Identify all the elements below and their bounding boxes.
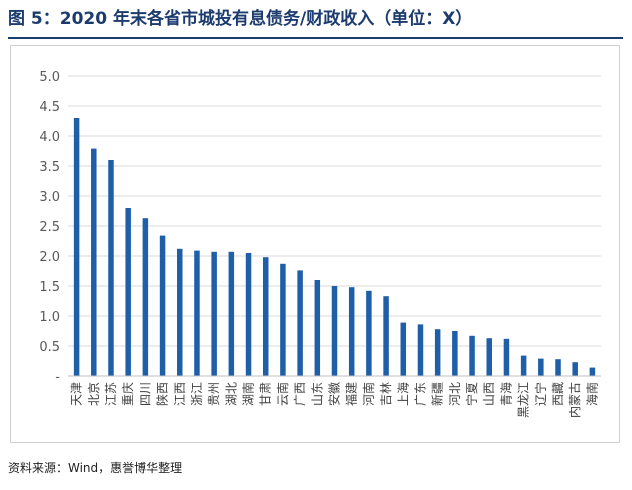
- bar-16: [331, 286, 338, 376]
- y-tick-label: 3.0: [39, 190, 60, 205]
- bar-10: [228, 251, 235, 376]
- y-tick-label: 4.5: [39, 100, 60, 115]
- bar-15: [314, 280, 321, 376]
- bar-11: [245, 253, 252, 376]
- y-tick-label: 2.0: [39, 250, 60, 265]
- title-rule: [8, 37, 623, 39]
- bar-chart: - 0.5 1.0 1.5 2.0 2.5 3.0 3.5 4.0 4.5 5.0 天津 北京 江苏 重庆…: [39, 70, 601, 418]
- x-tick-label: 贵州: [207, 382, 221, 406]
- x-tick-label: 江苏: [104, 382, 118, 406]
- x-tick-label: 北京: [87, 382, 101, 406]
- x-tick-label: 海南: [584, 382, 599, 406]
- x-tick-label: 山西: [482, 382, 496, 406]
- bar-28: [538, 358, 544, 376]
- bar-19: [383, 296, 389, 376]
- x-tick-label: 湖南: [241, 382, 256, 406]
- x-tick-label: 新疆: [430, 382, 445, 406]
- gridlines: [68, 75, 601, 347]
- x-axis-ticks: 天津 北京 江苏 重庆 四川 陕西 江西 浙江 贵州 湖北 湖南 甘肃 云南 广西 山东 安徽 福建 河南 吉林 上海…: [70, 382, 600, 418]
- bar-23: [452, 331, 458, 376]
- bar-12: [262, 257, 269, 376]
- x-tick-label: 河北: [448, 382, 462, 406]
- x-tick-label: 福建: [344, 382, 359, 406]
- bar-4: [125, 208, 131, 376]
- bar-1: [73, 118, 80, 376]
- x-tick-label: 甘肃: [259, 382, 273, 406]
- bar-6: [159, 235, 166, 376]
- bar-2: [91, 148, 97, 376]
- x-tick-label: 吉林: [379, 382, 393, 406]
- bar-14: [297, 270, 303, 376]
- bar-31: [589, 367, 596, 376]
- x-tick-label: 宁夏: [464, 382, 479, 406]
- bar-3: [108, 160, 114, 376]
- x-tick-label: 广东: [413, 382, 427, 406]
- x-tick-label: 辽宁: [533, 382, 548, 406]
- bar-24: [469, 335, 475, 376]
- y-tick-label: 4.0: [39, 130, 60, 145]
- x-tick-label: 重庆: [121, 382, 135, 406]
- x-tick-label: 湖北: [223, 382, 238, 406]
- bar-25: [486, 338, 492, 376]
- bar-18: [366, 290, 372, 376]
- x-tick-label: 云南: [275, 382, 290, 406]
- bar-21: [417, 324, 424, 376]
- x-tick-label: 上海: [395, 382, 410, 406]
- chart-frame: - 0.5 1.0 1.5 2.0 2.5 3.0 3.5 4.0 4.5 5.0 天津 北京 江苏 重庆…: [10, 45, 620, 443]
- x-tick-label: 内蒙古: [567, 382, 582, 418]
- source-note: 资料来源：Wind，惠誉博华整理: [8, 461, 183, 475]
- y-tick-label: 1.5: [39, 280, 60, 295]
- bar-22: [434, 329, 441, 376]
- y-axis-ticks: - 0.5 1.0 1.5 2.0 2.5 3.0 3.5 4.0 4.5 5.0: [39, 70, 60, 385]
- x-tick-label: 山东: [310, 382, 324, 406]
- y-tick-label: 2.5: [39, 220, 60, 235]
- x-tick-label: 西藏: [551, 382, 565, 406]
- bar-29: [555, 359, 561, 376]
- x-tick-label: 黑龙江: [517, 382, 531, 418]
- bars: [73, 118, 596, 376]
- y-tick-label: 3.5: [39, 160, 60, 175]
- bar-8: [194, 250, 200, 376]
- x-tick-label: 天津: [70, 382, 84, 406]
- x-tick-label: 安徽: [327, 382, 342, 406]
- x-tick-label: 广西: [293, 382, 307, 406]
- bar-27: [520, 355, 527, 376]
- bar-20: [400, 322, 407, 376]
- bar-17: [348, 287, 355, 376]
- figure-title: 图 5：2020 年末各省市城投有息债务/财政收入（单位：X）: [8, 9, 473, 29]
- bar-5: [142, 218, 149, 376]
- y-tick-label: -: [55, 370, 60, 385]
- bar-9: [211, 251, 217, 376]
- x-tick-label: 青海: [498, 382, 513, 406]
- x-tick-label: 河南: [361, 382, 376, 406]
- x-tick-label: 四川: [138, 382, 152, 406]
- x-tick-label: 浙江: [190, 382, 204, 406]
- x-tick-label: 江西: [173, 382, 187, 406]
- y-tick-label: 5.0: [39, 70, 60, 85]
- bar-26: [503, 338, 510, 376]
- bar-13: [280, 263, 286, 376]
- y-tick-label: 1.0: [39, 310, 60, 325]
- bar-30: [572, 362, 578, 376]
- bar-7: [177, 248, 183, 376]
- y-tick-label: 0.5: [39, 340, 60, 355]
- x-tick-label: 陕西: [155, 382, 170, 406]
